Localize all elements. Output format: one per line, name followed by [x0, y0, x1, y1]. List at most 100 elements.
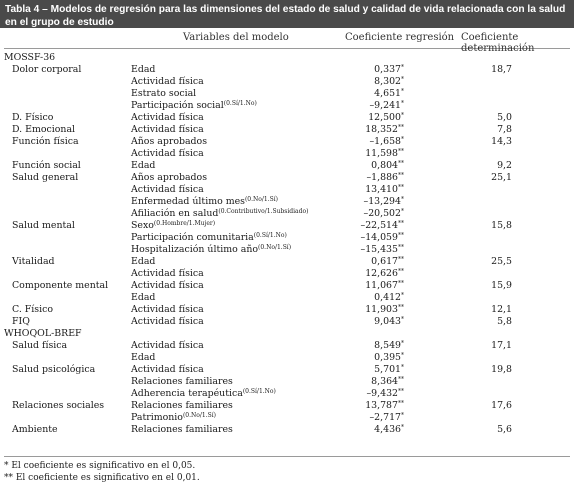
variable-cell: Patrimonio(0.No/1.Sí): [131, 412, 216, 424]
variable-name: Años aprobados: [131, 172, 208, 183]
variable-name: Edad: [131, 352, 156, 363]
significance-marker: *: [401, 100, 404, 107]
determination-value: 12,1: [491, 304, 512, 315]
dimension-label: Salud mental: [12, 220, 75, 231]
variable-name: Actividad física: [131, 268, 204, 279]
coefficient-value: –1,658: [369, 136, 401, 147]
coefficient-cell: 8,364**: [371, 376, 404, 388]
dimension-label: C. Físico: [12, 304, 54, 315]
variable-cell: Edad: [131, 160, 155, 172]
variable-name: Estrato social: [131, 88, 197, 99]
dimension-label: D. Físico: [12, 112, 54, 123]
variable-cell: Relaciones familiares: [131, 400, 233, 412]
determination-value: 14,3: [491, 136, 512, 147]
coefficient-cell: 18,352**: [365, 124, 404, 136]
variable-cell: Actividad física: [131, 280, 204, 292]
table-row: Dolor corporal Edad 0,337* 18,7: [0, 64, 574, 76]
variable-cell: Actividad física: [131, 268, 204, 280]
coefficient-cell: –20,502*: [364, 208, 405, 220]
coefficient-cell: 0,617**: [371, 256, 404, 268]
table-row: Adherencia terapéutica(0.Sí/1.No) –9,432*…: [0, 388, 574, 400]
dimension-label: Ambiente: [12, 424, 58, 435]
coefficient-value: 0,395: [374, 352, 401, 363]
variable-name: Actividad física: [131, 280, 204, 291]
variable-cell: Actividad física: [131, 364, 204, 376]
coefficient-value: 0,337: [374, 64, 401, 75]
variable-name: Relaciones familiares: [131, 376, 233, 387]
significance-marker: **: [398, 388, 404, 395]
coefficient-cell: –9,241*: [369, 100, 404, 112]
significance-marker: **: [398, 160, 404, 167]
dimension-label: Relaciones sociales: [12, 400, 105, 411]
coefficient-value: 5,701: [374, 364, 401, 375]
coefficient-cell: 8,302*: [374, 76, 404, 88]
variable-cell: Participación comunitaria(0.Sí/1.No): [131, 232, 287, 244]
significance-marker: *: [401, 340, 404, 347]
coefficient-cell: –22,514**: [361, 220, 405, 232]
variable-cell: Años aprobados: [131, 136, 207, 148]
variable-name: Actividad física: [131, 76, 204, 87]
section-label: WHOQOL-BREF: [4, 328, 82, 339]
variable-name: Actividad física: [131, 148, 204, 159]
coefficient-value: –14,059: [360, 232, 399, 243]
coefficient-cell: 8,549*: [374, 340, 404, 352]
table-row: Edad 0,412*: [0, 292, 574, 304]
significance-marker: *: [401, 292, 404, 299]
significance-marker: *: [401, 424, 404, 431]
variable-cell: Estrato social: [131, 88, 196, 100]
variable-cell: Edad: [131, 64, 155, 76]
variable-coding: (0.Sí/1.No): [253, 232, 287, 239]
variable-cell: Edad: [131, 352, 155, 364]
table-row: Ambiente Relaciones familiares 4,436* 5,6: [0, 424, 574, 436]
variable-name: Actividad física: [131, 304, 204, 315]
coefficient-value: 9,043: [374, 316, 401, 327]
variable-coding: (0.No/1.Sí): [182, 412, 216, 419]
dimension-label: Salud psicológica: [12, 364, 96, 375]
variable-name: Patrimonio: [131, 412, 183, 423]
coefficient-value: –2,717: [369, 412, 401, 423]
determination-value: 15,9: [491, 280, 512, 291]
table-row: Salud mental Sexo(0.Hombre/1.Mujer) –22,51…: [0, 220, 574, 232]
coefficient-value: –9,241: [369, 100, 401, 111]
variable-name: Adherencia terapéutica: [131, 388, 243, 399]
coefficient-value: 8,364: [371, 376, 398, 387]
determination-value: 17,1: [491, 340, 512, 351]
variable-coding: (0.Hombre/1.Mujer): [153, 220, 216, 227]
significance-marker: *: [401, 88, 404, 95]
table-row: Salud general Años aprobados –1,886** 25,1: [0, 172, 574, 184]
variable-cell: Hospitalización último año(0.No/1.Sí): [131, 244, 291, 256]
coefficient-value: 11,903: [365, 304, 398, 315]
coefficient-cell: –15,435**: [361, 244, 405, 256]
determination-value: 5,6: [497, 424, 512, 435]
variable-name: Actividad física: [131, 340, 204, 351]
table-row: Participación social(0.Sí/1.No) –9,241*: [0, 100, 574, 112]
table-row: Vitalidad Edad 0,617** 25,5: [0, 256, 574, 268]
variable-cell: Actividad física: [131, 304, 204, 316]
variable-cell: Enfermedad último mes(0.No/1.Sí): [131, 196, 278, 208]
coefficient-value: 13,410: [365, 184, 398, 195]
variable-cell: Relaciones familiares: [131, 424, 233, 436]
variable-name: Edad: [131, 64, 156, 75]
table-row: Salud física Actividad física 8,549* 17,1: [0, 340, 574, 352]
coefficient-cell: 5,701*: [374, 364, 404, 376]
coefficient-value: 4,436: [374, 424, 401, 435]
coefficient-value: 4,651: [374, 88, 401, 99]
table-row: Actividad física 11,598**: [0, 148, 574, 160]
variable-name: Actividad física: [131, 364, 204, 375]
significance-marker: *: [401, 316, 404, 323]
coefficient-value: –15,435: [360, 244, 399, 255]
table-row: Estrato social 4,651*: [0, 88, 574, 100]
coefficient-value: –20,502: [363, 208, 402, 219]
dimension-label: FIQ: [12, 316, 30, 327]
coefficient-value: 12,500: [368, 112, 401, 123]
coefficient-value: –13,294: [363, 196, 402, 207]
variable-cell: Sexo(0.Hombre/1.Mujer): [131, 220, 215, 232]
table-row: Edad 0,395*: [0, 352, 574, 364]
table-row: Componente mental Actividad física 11,067*…: [0, 280, 574, 292]
coefficient-cell: 0,804**: [371, 160, 404, 172]
significance-marker: **: [398, 280, 404, 287]
significance-marker: **: [398, 220, 404, 227]
determination-value: 5,0: [497, 112, 512, 123]
coefficient-value: 11,598: [365, 148, 398, 159]
significance-marker: *: [401, 112, 404, 119]
